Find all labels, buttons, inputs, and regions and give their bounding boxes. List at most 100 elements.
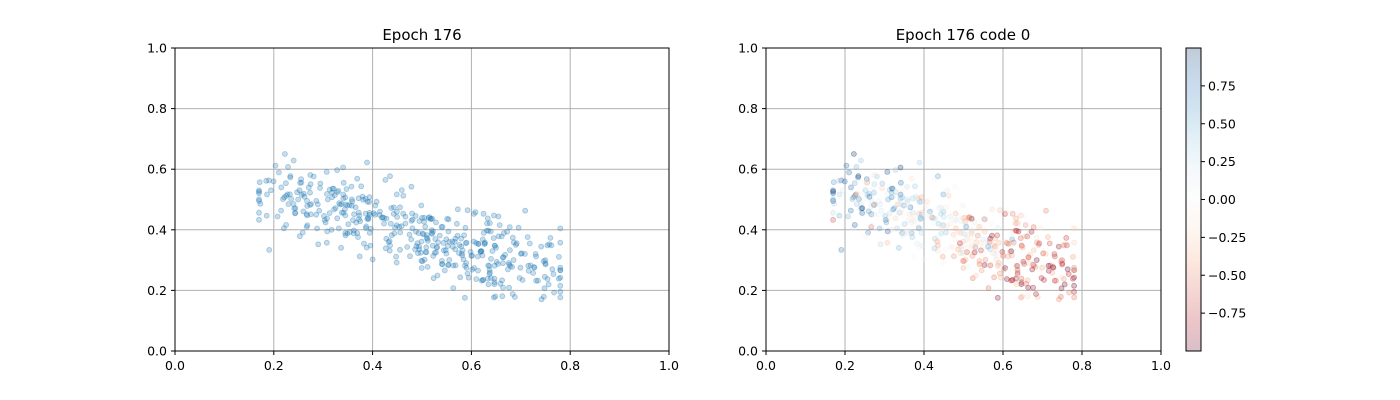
scatter-point	[1037, 224, 1044, 231]
scatter-point	[291, 205, 298, 212]
scatter-point	[964, 249, 970, 256]
scatter-point	[918, 198, 925, 205]
scatter-point	[886, 186, 893, 193]
scatter-point	[936, 205, 942, 211]
scatter-point	[464, 207, 471, 214]
scatter-point	[416, 243, 423, 250]
scatter-point	[1023, 280, 1030, 287]
scatter-point	[863, 179, 869, 186]
scatter-point	[830, 190, 836, 197]
scatter-point	[441, 267, 448, 274]
scatter-point	[944, 187, 951, 194]
scatter-point	[897, 209, 904, 216]
scatter-point	[1046, 240, 1053, 247]
scatter-point	[898, 206, 905, 213]
scatter-point	[421, 214, 428, 221]
scatter-point	[876, 197, 882, 204]
scatter-point	[830, 187, 836, 194]
y-tick-label: 1.0	[738, 41, 758, 56]
scatter-point	[896, 209, 903, 216]
scatter-point	[952, 183, 958, 190]
scatter-point	[947, 220, 954, 227]
scatter-point	[994, 232, 1001, 239]
scatter-point	[300, 190, 307, 197]
scatter-point	[989, 232, 995, 239]
scatter-point	[864, 191, 871, 198]
scatter-point	[830, 179, 837, 186]
scatter-point	[544, 242, 551, 249]
scatter-point	[406, 231, 413, 238]
scatter-point	[348, 183, 355, 190]
scatter-point	[355, 195, 362, 202]
scatter-point	[436, 232, 443, 239]
scatter-point	[557, 294, 564, 301]
scatter-point	[965, 263, 971, 270]
scatter-point	[310, 173, 317, 180]
scatter-point	[419, 230, 426, 237]
scatter-point	[345, 221, 352, 228]
scatter-point	[340, 179, 347, 186]
scatter-point	[388, 205, 395, 211]
scatter-point	[491, 275, 498, 282]
scatter-point	[1005, 241, 1012, 247]
scatter-point	[919, 225, 926, 232]
grid	[174, 47, 670, 352]
y-tick-label: 0.4	[738, 222, 758, 237]
scatter-point	[557, 267, 564, 274]
scatter-point	[445, 228, 452, 235]
scatter-point	[957, 240, 963, 247]
scatter-point	[468, 253, 475, 259]
scatter-point	[428, 230, 435, 236]
scatter-point	[1035, 241, 1042, 248]
scatter-point	[433, 249, 439, 256]
scatter-point	[858, 205, 865, 212]
scatter-point	[1071, 239, 1077, 246]
scatter-point	[490, 294, 497, 301]
scatter-point	[830, 196, 836, 203]
scatter-point	[525, 262, 532, 269]
scatter-point	[859, 205, 866, 212]
scatter-point	[1036, 240, 1043, 247]
scatter-point	[296, 233, 303, 240]
scatter-point	[914, 240, 920, 247]
scatter-point	[429, 230, 436, 237]
scatter-point	[344, 230, 351, 237]
scatter-point	[557, 282, 564, 289]
scatter-point	[418, 265, 425, 271]
scatter-point	[931, 245, 938, 252]
y-tick-label: 1.0	[147, 41, 167, 56]
scatter-point	[329, 189, 335, 196]
scatter-point	[533, 277, 539, 284]
scatter-point	[331, 192, 338, 199]
scatter-point	[1024, 293, 1031, 300]
x-tick-label: 0.4	[914, 358, 934, 373]
scatter-point	[1057, 258, 1064, 265]
scatter-point	[947, 213, 954, 220]
scatter-point	[857, 201, 864, 207]
scatter-point	[904, 183, 910, 190]
scatter-point	[449, 238, 456, 245]
scatter-point	[977, 223, 983, 230]
scatter-point	[1060, 242, 1067, 249]
scatter-point	[921, 256, 927, 263]
scatter-point	[992, 243, 998, 250]
scatter-point	[993, 256, 1000, 263]
scatter-point	[979, 247, 986, 254]
scatter-point	[918, 209, 925, 216]
scatter-point	[919, 242, 926, 249]
scatter-point	[450, 285, 457, 292]
scatter-point	[904, 198, 911, 205]
scatter-point	[882, 212, 888, 219]
scatter-point	[970, 249, 977, 256]
scatter-point	[515, 224, 522, 231]
scatter-point	[957, 230, 964, 237]
scatter-point	[439, 261, 445, 267]
scatter-point	[1030, 224, 1037, 231]
scatter-point	[969, 228, 976, 235]
scatter-point	[402, 213, 409, 220]
scatter-point	[499, 277, 506, 284]
scatter-point	[1050, 264, 1056, 270]
scatter-point	[432, 236, 439, 243]
scatter-point	[890, 206, 897, 213]
scatter-point	[961, 231, 968, 238]
